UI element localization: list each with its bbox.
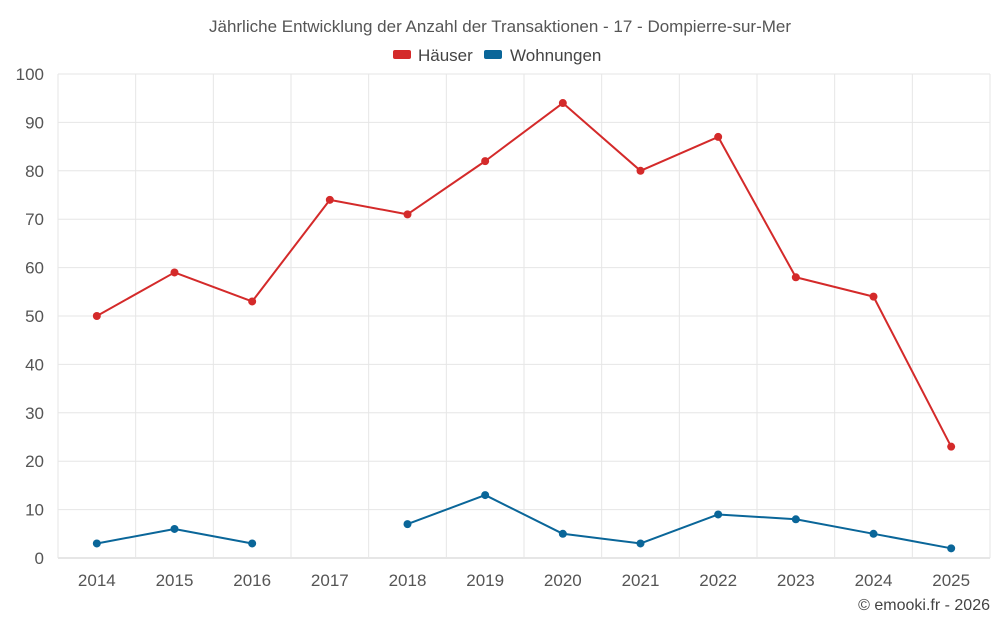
x-tick-label: 2014 [78,571,116,590]
chart-title: Jährliche Entwicklung der Anzahl der Tra… [209,17,791,36]
data-point[interactable] [869,292,878,301]
y-tick-label: 40 [25,355,44,374]
x-axis-ticks: 2014 2015 2016 2017 2018 2019 2020 2021 2022 2023… [78,571,970,590]
data-point[interactable] [248,297,257,306]
data-point[interactable] [558,529,567,538]
data-point[interactable] [947,544,956,553]
x-tick-label: 2020 [544,571,582,590]
x-tick-label: 2015 [156,571,194,590]
y-tick-label: 80 [25,162,44,181]
y-axis-ticks: 0 10 20 30 40 50 60 70 80 90 100 [16,65,44,568]
legend-item-haeuser[interactable]: Häuser [393,46,473,65]
legend-label-wohnungen: Wohnungen [510,46,601,65]
data-point[interactable] [325,195,334,204]
x-tick-label: 2021 [622,571,660,590]
data-point[interactable] [92,312,101,320]
data-point[interactable] [481,491,490,500]
data-point[interactable] [248,539,257,548]
credit-text: © emooki.fr - 2026 [858,597,990,614]
x-tick-label: 2022 [699,571,737,590]
data-point[interactable] [791,273,800,282]
legend-swatch-haeuser [393,50,411,59]
legend: Häuser Wohnungen [393,46,601,65]
series-group [92,99,956,553]
series-line-1 [407,494,952,550]
data-point[interactable] [170,524,179,533]
legend-swatch-wohnungen [484,50,502,59]
data-point[interactable] [636,166,645,175]
x-tick-label: 2017 [311,571,349,590]
data-point[interactable] [170,268,179,277]
y-tick-label: 70 [25,210,44,229]
y-tick-label: 100 [16,65,44,84]
data-point[interactable] [558,99,567,108]
data-point[interactable] [403,210,412,219]
data-point[interactable] [714,132,723,141]
data-point[interactable] [947,442,956,451]
y-tick-label: 0 [35,549,44,568]
x-tick-label: 2019 [466,571,504,590]
legend-item-wohnungen[interactable]: Wohnungen [484,46,601,65]
data-point[interactable] [869,529,878,538]
data-point[interactable] [791,515,800,524]
y-tick-label: 30 [25,404,44,423]
series-line-0 [96,102,953,448]
legend-label-haeuser: Häuser [418,46,473,65]
data-point[interactable] [403,520,412,529]
y-tick-label: 50 [25,307,44,326]
y-tick-label: 10 [25,501,44,520]
x-tick-label: 2016 [233,571,271,590]
data-point[interactable] [481,157,490,166]
gridlines [57,73,991,559]
x-tick-label: 2023 [777,571,815,590]
x-tick-label: 2024 [855,571,893,590]
y-tick-label: 20 [25,452,44,471]
data-point[interactable] [636,539,645,548]
x-tick-label: 2025 [932,571,970,590]
y-tick-label: 90 [25,113,44,132]
data-point[interactable] [714,510,723,519]
x-tick-label: 2018 [389,571,427,590]
y-tick-label: 60 [25,259,44,278]
data-point[interactable] [92,539,101,548]
